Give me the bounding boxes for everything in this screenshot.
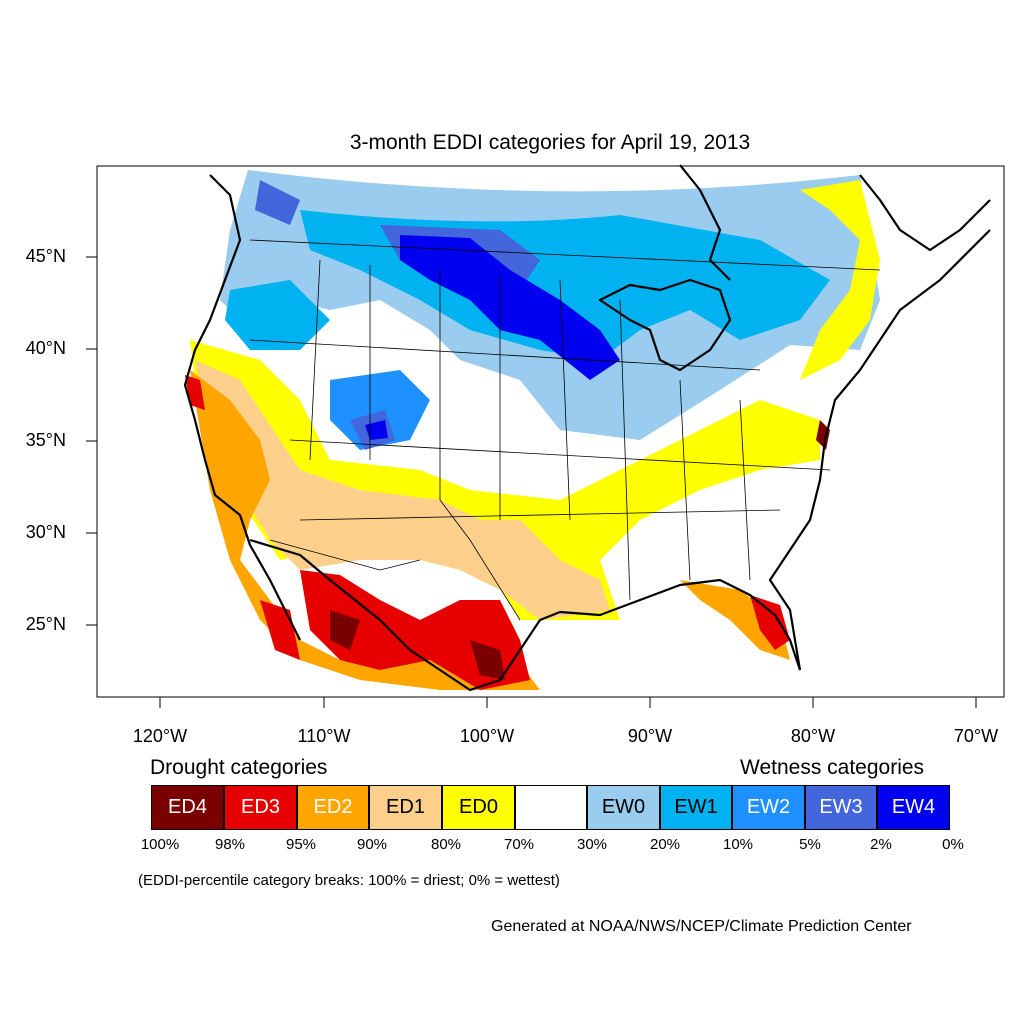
legend-box-ew4: EW4 (877, 785, 950, 830)
lon-label-90w: 90°W (627, 726, 673, 746)
legend-label-ew2: EW2 (746, 796, 791, 818)
plot-frame (96, 165, 1005, 698)
legend-label-ed3: ED3 (241, 796, 280, 818)
break-label: 2% (870, 836, 892, 853)
dry-region-ed3-coast (185, 375, 300, 660)
break-label: 100% (140, 836, 180, 853)
legend-label-ew4: EW4 (891, 796, 936, 818)
legend-box-ed3: ED3 (224, 785, 297, 830)
legend-box-ed4: ED4 (151, 785, 224, 830)
dry-region-ed3 (300, 570, 530, 690)
legend-box-ew0: EW0 (587, 785, 660, 830)
lon-label-80w: 80°W (790, 726, 836, 746)
wetness-categories-heading: Wetness categories (740, 756, 925, 779)
lon-label-120w: 120°W (132, 726, 188, 746)
legend-box-ed2: ED2 (297, 785, 369, 830)
axis-ticks (86, 256, 977, 708)
credit-line: Generated at NOAA/NWS/NCEP/Climate Predi… (491, 918, 912, 935)
wet-region-ew4-spot (365, 420, 388, 440)
dry-region-ed0-northeast (800, 180, 880, 380)
lon-label-110w: 110°W (297, 726, 351, 746)
legend-box-ed1: ED1 (369, 785, 442, 830)
lat-label-45n: 45°N (25, 246, 66, 266)
drought-categories-heading: Drought categories (150, 756, 328, 779)
legend-label-ew1: EW1 (674, 796, 718, 818)
break-label: 95% (285, 836, 317, 853)
dry-region-ed3-florida (750, 595, 790, 650)
state-boundaries (249, 239, 881, 621)
lon-label-70w: 70°W (953, 726, 999, 746)
category-breaks-note: (EDDI-percentile category breaks: 100% =… (138, 872, 560, 889)
legend-box-ew1: EW1 (660, 785, 732, 830)
lat-label-35n: 35°N (25, 430, 66, 450)
legend-box-ew3: EW3 (805, 785, 877, 830)
lon-label-100w: 100°W (459, 726, 515, 746)
break-label: 98% (214, 836, 246, 853)
legend-label-ed1: ED1 (386, 796, 425, 818)
break-label: 80% (430, 836, 462, 853)
break-label: 0% (942, 836, 964, 853)
legend-box-ed0: ED0 (442, 785, 515, 830)
legend-label-ew3: EW3 (819, 796, 863, 818)
break-label: 20% (649, 836, 681, 853)
break-label: 5% (799, 836, 821, 853)
break-label: 70% (503, 836, 535, 853)
legend-box-normal (515, 785, 587, 830)
break-label: 10% (722, 836, 754, 853)
map-title: 3-month EDDI categories for April 19, 20… (349, 131, 751, 154)
coastlines (183, 164, 991, 692)
lat-label-30n: 30°N (25, 522, 66, 542)
lat-label-25n: 25°N (25, 614, 66, 634)
legend-label-ed2: ED2 (313, 796, 353, 818)
legend-box-ew2: EW2 (732, 785, 805, 830)
wet-region-ew1-west (225, 280, 330, 350)
break-label: 30% (576, 836, 608, 853)
wet-region-ew4 (400, 235, 620, 380)
break-label: 90% (356, 836, 388, 853)
lat-label-40n: 40°N (25, 338, 66, 358)
legend-label-ew0: EW0 (601, 796, 646, 818)
dry-region-ed2-southeast (680, 580, 790, 660)
legend-label-ed4: ED4 (168, 796, 207, 818)
legend-label-ed0: ED0 (459, 796, 498, 818)
